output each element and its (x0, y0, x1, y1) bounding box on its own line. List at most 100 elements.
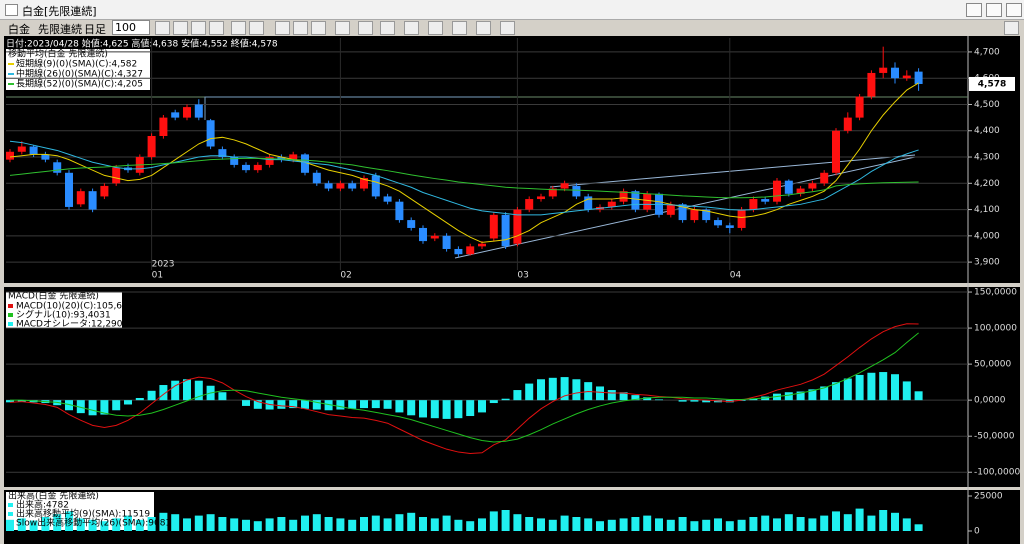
candle-body (430, 235, 439, 239)
candle-body (159, 117, 168, 137)
oscillator-bar (478, 400, 486, 413)
tool-icon[interactable] (500, 21, 515, 35)
tool-icon[interactable] (452, 21, 467, 35)
volume-bar (324, 516, 333, 531)
volume-bar (218, 516, 227, 531)
volume-bar (560, 515, 569, 531)
candle-body (714, 220, 722, 226)
oscillator-bar (17, 400, 26, 402)
tool-icon[interactable] (428, 21, 443, 35)
oscillator-bar (65, 400, 73, 411)
tool-icon[interactable] (275, 21, 290, 35)
y-tick-label: 0,0000 (974, 396, 1006, 406)
volume-bar (607, 519, 616, 531)
y-tick-label: 4,500 (974, 100, 1000, 110)
volume-bar (548, 519, 557, 531)
legend-title: MACD(白金 先限連続) (8, 290, 99, 302)
oscillator-bar (879, 372, 888, 401)
minimize-button[interactable] (966, 3, 982, 17)
legend-title: 移動平均(白金 先限連続) (8, 48, 108, 60)
candle-body (560, 183, 569, 189)
maximize-button[interactable] (986, 3, 1002, 17)
oscillator-bar (702, 400, 711, 403)
oscillator-bar (784, 392, 793, 401)
candle-body (348, 183, 357, 189)
candle-body (230, 157, 239, 165)
candle-body (832, 130, 840, 173)
tool-icon[interactable] (209, 21, 224, 35)
volume-bar (147, 516, 156, 531)
candle-body (843, 117, 852, 131)
candle-body (749, 199, 758, 210)
oscillator-bar (336, 400, 345, 410)
volume-bar (773, 518, 781, 531)
oscillator-bar (867, 372, 876, 401)
volume-bar (478, 518, 486, 531)
oscillator-bar (902, 381, 911, 401)
legend-swatch (8, 313, 13, 317)
tool-icon[interactable] (311, 21, 326, 35)
oscillator-bar (419, 400, 427, 418)
period[interactable]: 日足 (84, 23, 106, 36)
tool-icon[interactable] (293, 21, 308, 35)
legend-box (6, 49, 150, 90)
volume-bar (725, 521, 734, 531)
volume-bar (206, 514, 215, 531)
tool-icon[interactable] (155, 21, 170, 35)
volume-bar (312, 514, 321, 531)
oscillator-bar (678, 400, 687, 402)
candle-body (855, 96, 864, 118)
search-icon[interactable] (1004, 21, 1019, 35)
close-button[interactable] (1006, 3, 1022, 17)
candle-body (537, 196, 545, 200)
candle-body (218, 149, 227, 158)
volume-bar (430, 518, 439, 531)
oscillator-bar (643, 397, 652, 401)
legend-entry: Slow出来高移動平均(26)(SMA):9081 (16, 517, 171, 529)
tool-icon[interactable] (335, 21, 350, 35)
oscillator-bar (631, 395, 640, 401)
oscillator-bar (135, 397, 144, 401)
y-tick-label: 4,700 (974, 47, 1000, 57)
symbol[interactable]: 白金 (8, 23, 30, 36)
volume-bar (643, 515, 652, 531)
volume-bar (29, 520, 38, 531)
candle-body (513, 209, 522, 244)
volume-bar (100, 521, 109, 531)
candle-body (65, 172, 73, 207)
candle-body (879, 67, 888, 73)
tool-icon[interactable] (173, 21, 188, 35)
tool-icon[interactable] (380, 21, 395, 35)
contract[interactable]: 先限連続 (38, 23, 82, 36)
drawn-line (204, 96, 500, 120)
tool-icon[interactable] (476, 21, 491, 35)
candle-body (171, 112, 180, 118)
tool-icon[interactable] (358, 21, 373, 35)
candle-body (371, 175, 380, 197)
volume-bar (171, 514, 180, 531)
tool-icon[interactable] (404, 21, 419, 35)
candle-body (784, 180, 793, 194)
chart: 日付:2023/04/28 始値:4,625 高値:4,638 安値:4,552… (4, 36, 1020, 544)
candle-body (360, 178, 368, 189)
x-tick-label: 02 (340, 271, 351, 281)
candle-body (29, 146, 38, 155)
year-label: 2023 (152, 260, 175, 270)
candle-body (891, 67, 899, 79)
y-tick-label: 4,200 (974, 179, 1000, 189)
y-tick-label: 150,0000 (974, 288, 1017, 298)
tool-icon[interactable] (231, 21, 246, 35)
candle-body (41, 154, 50, 160)
tool-icon[interactable] (249, 21, 264, 35)
tool-icon[interactable] (191, 21, 206, 35)
oscillator-bar (855, 374, 864, 401)
window-icon (5, 4, 18, 16)
count-select[interactable]: 100 (112, 20, 150, 35)
candle-body (584, 196, 593, 210)
series-line (9, 157, 919, 199)
volume-bar (631, 516, 640, 531)
x-tick-label: 03 (517, 271, 528, 281)
candle-body (737, 209, 746, 228)
volume-bar (360, 516, 368, 531)
